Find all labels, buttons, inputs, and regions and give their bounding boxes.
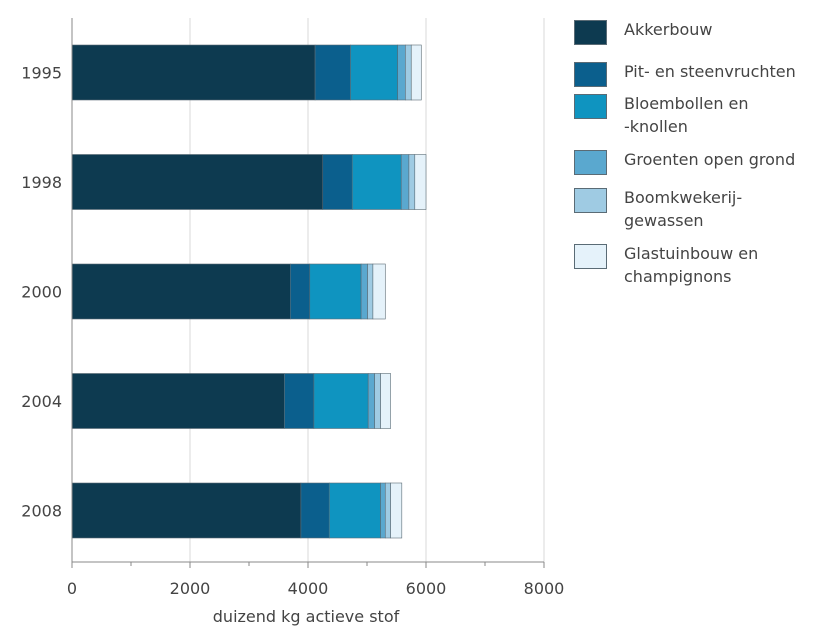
legend-label-6-line-1: Glastuinbouw en — [624, 244, 759, 263]
bar-2004-series-5 — [374, 373, 381, 429]
bar-1998-series-1 — [71, 154, 324, 210]
bar-2008-series-3 — [328, 482, 381, 539]
y-tick-label-1995: 1995 — [21, 64, 62, 83]
bar-1995-series-4 — [397, 44, 406, 101]
x-tick-label-8000: 8000 — [524, 579, 565, 598]
x-axis: 0 2000 4000 6000 8000 — [67, 18, 564, 598]
bar-1998-series-5 — [408, 154, 416, 210]
y-tick-label-2000: 2000 — [21, 283, 62, 302]
legend-label-3-line-2: -knollen — [624, 117, 688, 136]
legend-item-1: Akkerbouw — [574, 18, 713, 45]
legend-label-2-line-1: Pit- en steenvruchten — [624, 62, 796, 81]
x-tick-label-6000: 6000 — [406, 579, 447, 598]
legend-item-6: Glastuinbouw en champignons — [574, 242, 758, 288]
bar-2008-series-2 — [300, 482, 330, 539]
legend-item-4: Groenten open grond — [574, 148, 796, 175]
bar-1998-series-2 — [322, 154, 353, 210]
bar-1998-series-3 — [351, 154, 402, 210]
y-tick-label-1998: 1998 — [21, 173, 62, 192]
bar-1995-series-1 — [71, 44, 316, 101]
bar-2004-series-2 — [284, 373, 315, 429]
legend-swatch-6 — [574, 244, 607, 269]
legend-label-4-line-1: Groenten open grond — [624, 150, 796, 169]
x-axis-label: duizend kg actieve stof — [213, 607, 400, 626]
bar-1995-series-2 — [314, 44, 351, 101]
bar-2000-series-3 — [309, 263, 362, 320]
x-tick-label-4000: 4000 — [288, 579, 329, 598]
bars — [71, 44, 427, 539]
bar-2008-series-5 — [384, 482, 391, 539]
legend-label-6-line-2: champignons — [624, 267, 732, 286]
legend-label-5-line-2: gewassen — [624, 211, 704, 230]
bar-2000-series-2 — [289, 263, 311, 320]
bar-1995-series-3 — [350, 44, 398, 101]
legend-swatch-4 — [574, 150, 607, 175]
bar-2000-series-5 — [367, 263, 374, 320]
x-tick-label-2000: 2000 — [170, 579, 211, 598]
y-tick-label-2008: 2008 — [21, 502, 62, 521]
bar-2004-series-6 — [380, 373, 391, 429]
bar-1995-series-5 — [405, 44, 412, 101]
legend-swatch-1 — [574, 20, 607, 45]
legend-swatch-5 — [574, 188, 607, 213]
y-tick-label-2004: 2004 — [21, 392, 62, 411]
legend-item-5: Boomkwekerij-gewassen — [574, 186, 742, 232]
bar-2008-series-6 — [390, 482, 403, 539]
x-tick-label-0: 0 — [67, 579, 77, 598]
bar-2004-series-1 — [71, 373, 285, 429]
legend-label-3-line-1: Bloembollen en — [624, 94, 749, 113]
legend-item-3: Bloembollen en -knollen — [574, 92, 749, 138]
legend-swatch-2 — [574, 62, 607, 87]
bar-1995-series-6 — [410, 44, 422, 101]
legend-item-2: Pit- en steenvruchten — [574, 60, 796, 87]
bar-2000-series-1 — [71, 263, 291, 320]
bar-2004-series-4 — [367, 373, 375, 429]
bar-2000-series-6 — [372, 263, 386, 320]
bar-2000-series-4 — [360, 263, 368, 320]
bar-2008-series-4 — [380, 482, 386, 539]
legend-label-5-line-1: Boomkwekerij- — [624, 188, 743, 207]
legend-swatch-3 — [574, 94, 607, 119]
bar-1998-series-4 — [400, 154, 410, 210]
bar-1998-series-6 — [414, 154, 427, 210]
bar-2008-series-1 — [71, 482, 302, 539]
legend-label-1-line-1: Akkerbouw — [624, 20, 713, 39]
y-tick-labels: 1995 1998 2000 2004 2008 — [21, 64, 62, 521]
bar-2004-series-3 — [313, 373, 369, 429]
